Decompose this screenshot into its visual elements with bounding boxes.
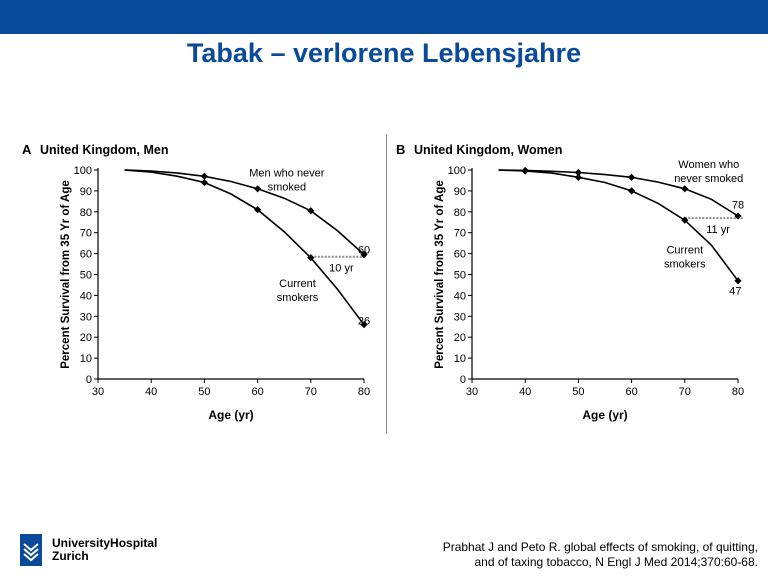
- x-tick-label: 30: [466, 386, 478, 398]
- data-label: 60: [358, 245, 370, 257]
- series-annotation: smokers: [277, 292, 319, 304]
- x-tick-label: 80: [732, 386, 744, 398]
- data-point: [681, 216, 689, 224]
- data-label: 78: [732, 200, 744, 212]
- x-tick-label: 70: [679, 386, 691, 398]
- y-tick-label: 80: [80, 207, 92, 219]
- series-line-2: [124, 169, 365, 326]
- chart-panel-b: B United Kingdom, Women 0 10 20 30 40 50 60 70 80 9…: [396, 142, 744, 422]
- series-annotation: Current: [666, 245, 703, 257]
- y-axis-label: Percent Survival from 35 Yr of Age: [434, 180, 446, 369]
- data-point: [307, 207, 315, 215]
- data-point: [628, 173, 636, 181]
- data-label: 26: [358, 316, 370, 328]
- y-tick-label: 90: [80, 186, 92, 198]
- panel-letter: B: [396, 142, 405, 157]
- logo-line-1: UniversityHospital: [52, 536, 158, 550]
- series-line-2: [498, 169, 739, 282]
- y-axis-label: Percent Survival from 35 Yr of Age: [60, 180, 72, 369]
- y-tick-label: 90: [454, 186, 466, 198]
- slide-title: Tabak – verlorene Lebensjahre: [186, 38, 582, 68]
- y-tick-label: 80: [454, 207, 466, 219]
- data-point: [360, 251, 368, 259]
- y-tick-label: 60: [80, 249, 92, 261]
- y-tick-label: 20: [80, 332, 92, 344]
- y-tick-label: 10: [454, 353, 466, 365]
- x-axis-label: Age (yr): [208, 408, 253, 422]
- data-point: [681, 185, 689, 193]
- logo-line-2: Zurich: [52, 549, 89, 563]
- university-hospital-logo-icon: [20, 534, 42, 566]
- x-tick-label: 40: [519, 386, 531, 398]
- chart-panel-a: A United Kingdom, Men 0 10 20 30 40 50 60 70 80 90 1…: [22, 142, 370, 422]
- data-point: [200, 178, 208, 187]
- x-axis-label: Age (yr): [582, 408, 627, 422]
- y-tick-label: 30: [454, 311, 466, 323]
- data-point: [254, 206, 262, 214]
- y-tick-label: 60: [454, 249, 466, 261]
- gap-label: 11 yr: [706, 224, 730, 236]
- data-point: [521, 167, 529, 175]
- x-tick-label: 60: [625, 386, 637, 398]
- data-point: [200, 172, 208, 180]
- panel-letter: A: [22, 142, 32, 157]
- y-tick-label: 0: [86, 374, 92, 386]
- citation-line-2: and of taxing tobacco, N Engl J Med 2014…: [474, 555, 758, 569]
- y-tick-label: 30: [80, 311, 92, 323]
- x-tick-label: 50: [198, 386, 210, 398]
- y-tick-label: 100: [74, 165, 92, 177]
- y-tick-label: 100: [448, 165, 466, 177]
- series-annotation: Men who never: [249, 167, 325, 179]
- y-tick-label: 50: [454, 270, 466, 282]
- y-tick-label: 50: [80, 270, 92, 282]
- x-tick-label: 40: [145, 386, 157, 398]
- series-annotation: Women who: [678, 159, 739, 171]
- top-banner: [0, 0, 768, 34]
- data-point: [628, 187, 636, 195]
- chart-title: United Kingdom, Men: [40, 143, 168, 157]
- series-annotation: Current: [279, 278, 316, 290]
- y-tick-label: 10: [80, 353, 92, 365]
- y-tick-label: 70: [80, 228, 92, 240]
- series-annotation: smoked: [268, 181, 307, 193]
- citation: Prabhat J and Peto R. global effects of …: [338, 540, 758, 570]
- chart-title: United Kingdom, Women: [414, 143, 562, 157]
- x-tick-label: 50: [572, 386, 584, 398]
- y-tick-label: 40: [80, 290, 92, 302]
- series-line-1: [498, 169, 739, 217]
- series-annotation: never smoked: [674, 173, 743, 185]
- data-label: 47: [729, 285, 741, 297]
- logo-text: UniversityHospital Zurich: [52, 537, 157, 563]
- y-tick-label: 70: [454, 228, 466, 240]
- y-tick-label: 20: [454, 332, 466, 344]
- gap-label: 10 yr: [329, 263, 354, 275]
- x-tick-label: 70: [305, 386, 317, 398]
- panel-divider: [386, 134, 387, 434]
- data-point: [574, 173, 582, 181]
- data-point: [734, 212, 742, 220]
- y-tick-label: 0: [460, 374, 466, 386]
- citation-line-1: Prabhat J and Peto R. global effects of …: [442, 540, 758, 554]
- data-point: [254, 185, 262, 193]
- y-tick-label: 40: [454, 290, 466, 302]
- series-annotation: smokers: [664, 259, 706, 271]
- x-tick-label: 60: [251, 386, 263, 398]
- x-tick-label: 80: [358, 386, 370, 398]
- x-tick-label: 30: [92, 386, 104, 398]
- series-line-1: [124, 169, 365, 256]
